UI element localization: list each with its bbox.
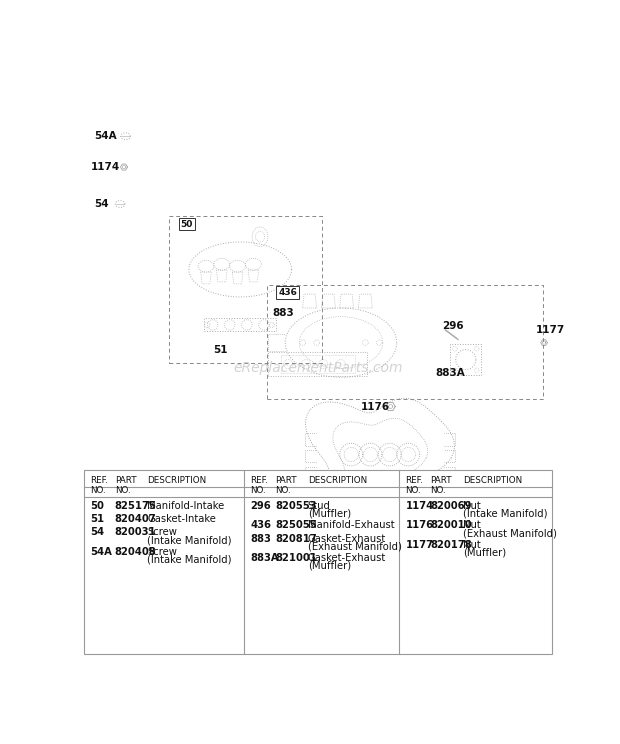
- Text: 883A: 883A: [250, 553, 279, 562]
- Text: DESCRIPTION: DESCRIPTION: [463, 476, 522, 485]
- Text: REF.
NO.: REF. NO.: [405, 476, 423, 496]
- Text: 1177: 1177: [405, 539, 433, 550]
- Text: (Intake Manifold): (Intake Manifold): [463, 509, 547, 519]
- Text: (Intake Manifold): (Intake Manifold): [148, 535, 232, 545]
- Text: Gasket-Intake: Gasket-Intake: [148, 514, 216, 525]
- Text: 54: 54: [94, 199, 109, 209]
- Text: Screw: Screw: [148, 527, 177, 537]
- Text: 296: 296: [441, 321, 463, 330]
- Text: (Muffler): (Muffler): [308, 509, 351, 519]
- Text: Gasket-Exhaust: Gasket-Exhaust: [308, 533, 386, 544]
- Text: 436: 436: [250, 521, 272, 530]
- Text: 296: 296: [250, 501, 271, 511]
- Text: 883: 883: [273, 308, 294, 318]
- Text: DESCRIPTION: DESCRIPTION: [308, 476, 367, 485]
- Text: Gasket-Exhaust: Gasket-Exhaust: [308, 553, 386, 562]
- Text: Nut: Nut: [463, 521, 480, 530]
- Text: 821001: 821001: [275, 553, 317, 562]
- Text: (Intake Manifold): (Intake Manifold): [148, 554, 232, 565]
- Text: DESCRIPTION: DESCRIPTION: [148, 476, 206, 485]
- Text: 51: 51: [213, 345, 228, 356]
- Text: Nut: Nut: [463, 539, 480, 550]
- Text: 1174: 1174: [91, 162, 120, 172]
- Text: (Muffler): (Muffler): [463, 548, 506, 557]
- Text: 820408: 820408: [115, 547, 156, 557]
- Text: 820817: 820817: [275, 533, 317, 544]
- Text: 825175: 825175: [115, 501, 157, 511]
- Text: Nut: Nut: [463, 501, 480, 511]
- Text: Manifold-Exhaust: Manifold-Exhaust: [308, 521, 394, 530]
- Text: 51: 51: [90, 514, 104, 525]
- Text: 883: 883: [250, 533, 271, 544]
- Text: 50: 50: [180, 219, 193, 228]
- Text: 1174: 1174: [405, 501, 433, 511]
- Text: eReplacementParts.com: eReplacementParts.com: [233, 361, 402, 375]
- Text: Stud: Stud: [308, 501, 330, 511]
- Text: (Muffler): (Muffler): [308, 560, 351, 571]
- Text: 820407: 820407: [115, 514, 156, 525]
- Text: 1177: 1177: [536, 324, 565, 335]
- Text: REF.
NO.: REF. NO.: [90, 476, 108, 496]
- Text: 50: 50: [90, 501, 104, 511]
- Text: 820178: 820178: [430, 539, 472, 550]
- Text: 54A: 54A: [90, 547, 112, 557]
- Text: 820031: 820031: [115, 527, 156, 537]
- Text: PART
NO.: PART NO.: [115, 476, 136, 496]
- Text: 825055: 825055: [275, 521, 317, 530]
- Text: PART
NO.: PART NO.: [430, 476, 452, 496]
- Text: PART
NO.: PART NO.: [275, 476, 297, 496]
- Text: Screw: Screw: [148, 547, 177, 557]
- Bar: [84, 469, 552, 655]
- Text: 820010: 820010: [430, 521, 472, 530]
- Text: 1176: 1176: [360, 402, 389, 411]
- Text: 54A: 54A: [94, 131, 117, 141]
- Text: REF.
NO.: REF. NO.: [250, 476, 268, 496]
- Text: 820069: 820069: [430, 501, 472, 511]
- Text: 883A: 883A: [435, 368, 465, 378]
- Text: 436: 436: [278, 288, 297, 297]
- Text: 54: 54: [90, 527, 104, 537]
- Text: 1176: 1176: [405, 521, 433, 530]
- Text: (Exhaust Manifold): (Exhaust Manifold): [308, 542, 402, 551]
- Text: 820553: 820553: [275, 501, 317, 511]
- Text: Manifold-Intake: Manifold-Intake: [148, 501, 224, 511]
- Text: (Exhaust Manifold): (Exhaust Manifold): [463, 528, 557, 538]
